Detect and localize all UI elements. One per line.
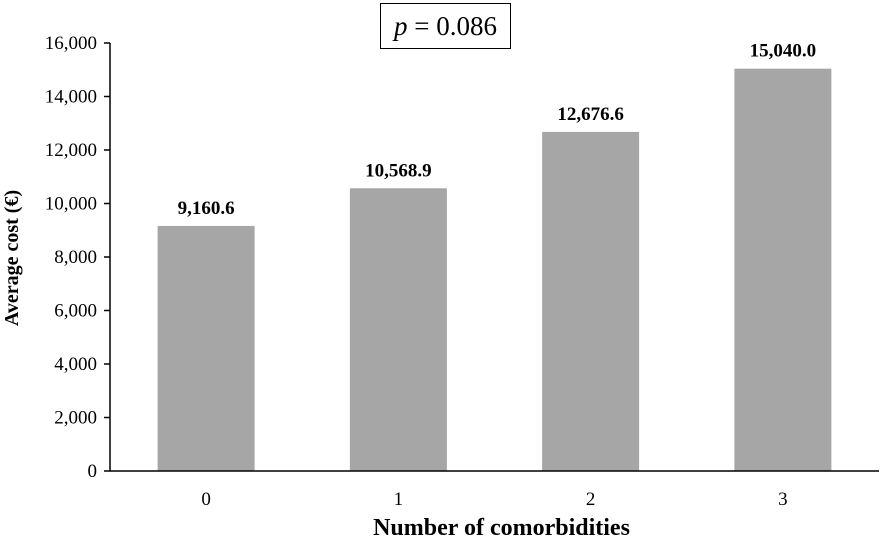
y-tick-label: 2,000 bbox=[54, 408, 97, 429]
bar-2 bbox=[542, 131, 640, 472]
y-tick-label: 0 bbox=[88, 461, 98, 482]
bar-0 bbox=[157, 225, 255, 471]
y-tick-label: 8,000 bbox=[54, 247, 97, 268]
bar-1 bbox=[349, 188, 447, 471]
x-tick-label-2: 2 bbox=[586, 489, 596, 510]
y-tick-label: 10,000 bbox=[45, 194, 97, 215]
x-tick-label-0: 0 bbox=[201, 489, 211, 510]
data-label-3: 15,040.0 bbox=[750, 41, 817, 62]
bar-3 bbox=[734, 68, 832, 472]
data-labels-group: 9,160.6 10,568.9 12,676.6 15,040.0 bbox=[178, 41, 817, 219]
y-tick-label: 16,000 bbox=[45, 33, 97, 54]
data-label-1: 10,568.9 bbox=[365, 160, 432, 181]
y-tick-label: 12,000 bbox=[45, 140, 97, 161]
data-label-2: 12,676.6 bbox=[557, 104, 624, 125]
p-value-number: 0.086 bbox=[436, 10, 497, 41]
y-tick-label: 14,000 bbox=[45, 87, 97, 108]
y-axis-title: Average cost (€) bbox=[1, 190, 23, 326]
data-label-0: 9,160.6 bbox=[178, 198, 235, 219]
x-tick-label-1: 1 bbox=[394, 489, 404, 510]
p-value-operator: = bbox=[414, 10, 430, 41]
x-axis-ticks: 0 1 2 3 bbox=[201, 489, 787, 510]
x-tick-label-3: 3 bbox=[778, 489, 788, 510]
p-value-variable: p bbox=[394, 10, 408, 41]
y-tick-label: 4,000 bbox=[54, 354, 97, 375]
y-axis-ticks: 0 2,000 4,000 6,000 8,000 10,000 12,000 14,000 1… bbox=[45, 33, 110, 482]
bars-group bbox=[157, 68, 832, 472]
x-axis-title: Number of comorbidities bbox=[373, 515, 630, 541]
p-value-annotation: p = 0.086 bbox=[380, 3, 511, 49]
y-tick-label: 6,000 bbox=[54, 301, 97, 322]
